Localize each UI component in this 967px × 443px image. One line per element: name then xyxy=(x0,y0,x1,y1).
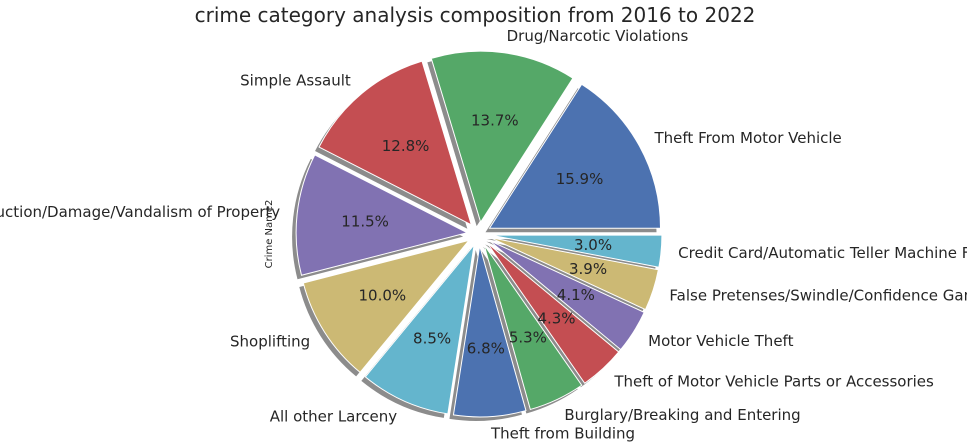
pie-labels: 15.9% Theft From Motor Vehicle 13.7% Drug/N… xyxy=(0,27,967,443)
category-label-burglary-breaking-and-entering: Burglary/Breaking and Entering xyxy=(564,406,800,424)
category-label-theft-from-motor-vehicle: Theft From Motor Vehicle xyxy=(654,129,842,147)
pie-slice-drug-narcotic-violations xyxy=(430,50,574,224)
category-label-all-other-larceny: All other Larceny xyxy=(270,408,397,426)
category-label-destruction-damage-vandalism-of-property: Destruction/Damage/Vandalism of Property xyxy=(0,203,280,221)
data-label-false-pretenses-swindle-confidence-game: 3.9% xyxy=(569,260,607,278)
data-label-theft-from-building: 6.8% xyxy=(467,339,505,357)
pie-slice-shoplifting xyxy=(302,239,471,374)
category-label-drug-narcotic-violations: Drug/Narcotic Violations xyxy=(507,27,689,45)
data-label-destruction-damage-vandalism-of-property: 11.5% xyxy=(341,212,389,230)
data-label-credit-card-automatic-teller-machine-fraud: 3.0% xyxy=(574,236,612,254)
data-label-theft-of-motor-vehicle-parts-or-accessories: 4.3% xyxy=(537,309,575,327)
chart-title: crime category analysis composition from… xyxy=(195,3,756,27)
category-label-theft-of-motor-vehicle-parts-or-accessories: Theft of Motor Vehicle Parts or Accessor… xyxy=(613,372,934,390)
category-label-simple-assault: Simple Assault xyxy=(240,71,351,89)
data-label-theft-from-motor-vehicle: 15.9% xyxy=(556,170,604,188)
category-label-theft-from-building: Theft from Building xyxy=(490,425,635,443)
category-label-false-pretenses-swindle-confidence-game: False Pretenses/Swindle/Confidence Game xyxy=(669,286,967,304)
data-label-burglary-breaking-and-entering: 5.3% xyxy=(509,329,547,347)
pie-slice-theft-from-motor-vehicle xyxy=(488,83,662,229)
pie-slice-simple-assault xyxy=(318,60,473,226)
pie-slice-credit-card-automatic-teller-machine-fraud xyxy=(490,234,663,268)
pie-slice-motor-vehicle-theft xyxy=(488,239,645,351)
pie-slice-theft-of-motor-vehicle-parts-or-accessories xyxy=(486,242,620,384)
category-label-shoplifting: Shoplifting xyxy=(230,332,310,350)
category-label-credit-card-automatic-teller-machine-fraud: Credit Card/Automatic Teller Machine Fra… xyxy=(678,244,967,262)
data-label-shoplifting: 10.0% xyxy=(359,286,407,304)
pie-slices xyxy=(295,50,663,418)
pie-slice-theft-from-building xyxy=(452,245,527,418)
data-label-simple-assault: 12.8% xyxy=(382,137,430,155)
pie-slice-all-other-larceny xyxy=(364,243,475,415)
category-label-motor-vehicle-theft: Motor Vehicle Theft xyxy=(648,332,793,350)
pie-slice-burglary-breaking-and-entering xyxy=(483,244,583,411)
data-label-all-other-larceny: 8.5% xyxy=(413,330,451,348)
pie-slice-false-pretenses-swindle-confidence-game xyxy=(490,237,659,311)
data-label-motor-vehicle-theft: 4.1% xyxy=(557,286,595,304)
data-label-drug-narcotic-violations: 13.7% xyxy=(471,112,519,130)
pie-slice-destruction-damage-vandalism-of-property xyxy=(295,154,469,276)
y-axis-label: Crime Name2 xyxy=(264,200,275,269)
